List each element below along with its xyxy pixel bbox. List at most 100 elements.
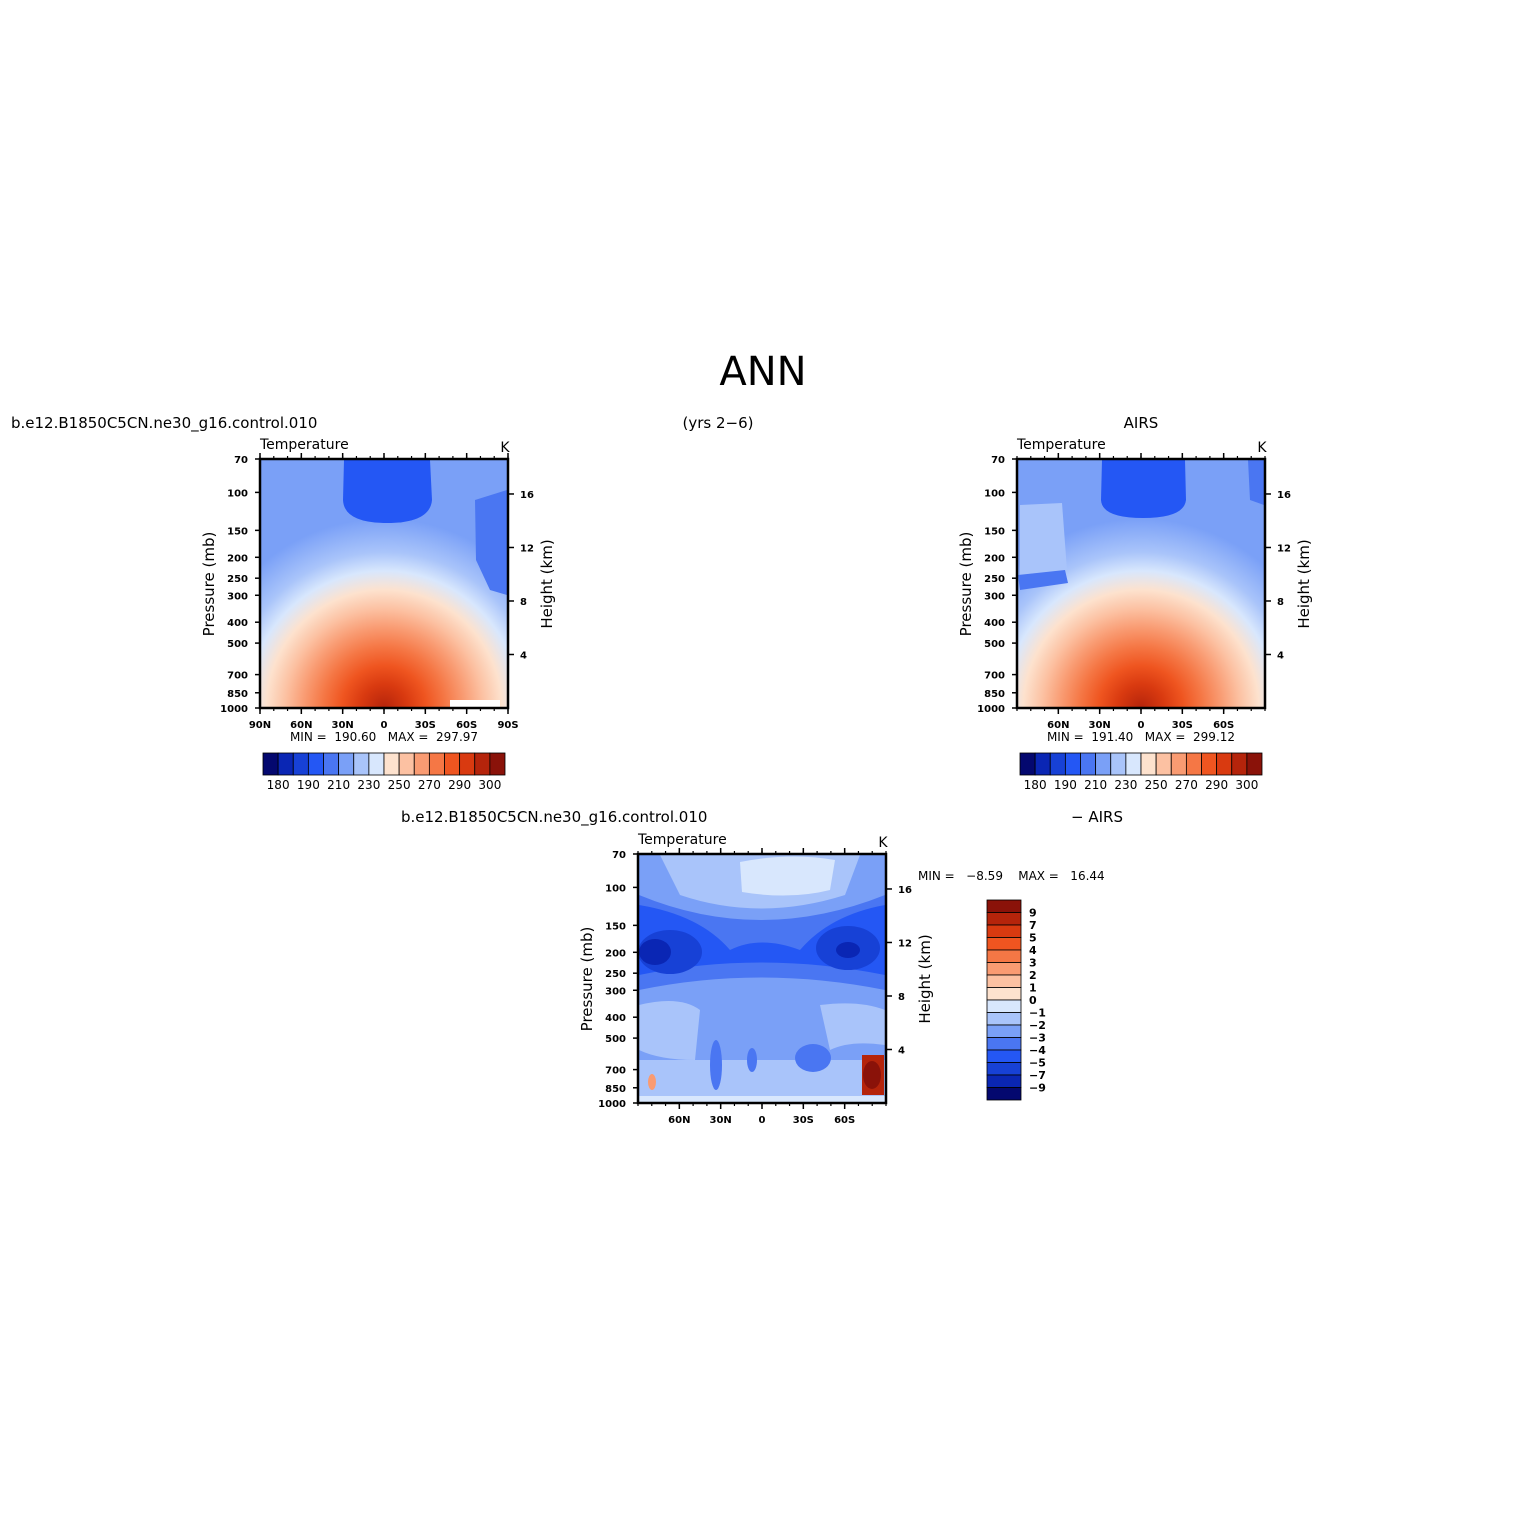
y-axis-label-right: Height (km): [538, 539, 556, 628]
colorbar-label: −1: [1029, 1007, 1046, 1020]
min-max-stats: MIN = 190.60 MAX = 297.97: [290, 730, 478, 744]
colorbar-swatch: [292, 752, 309, 776]
y-right-tick-label: 8: [1277, 597, 1284, 608]
y-tick-label: 850: [227, 689, 248, 700]
y-axis-label-right: Height (km): [1295, 539, 1313, 628]
colorbar-swatch: [986, 1049, 1022, 1063]
y-tick-label: 70: [612, 850, 626, 861]
colorbar-swatch: [986, 999, 1022, 1013]
colorbar-swatch: [459, 752, 476, 776]
y-tick-label: 100: [984, 488, 1005, 499]
y-axis-label: Pressure (mb): [957, 532, 975, 637]
colorbar-label: 300: [1235, 778, 1258, 792]
axes: 60N 30N 0 30S 60S 70 100 150 200 250 300 400 500 700 8…: [598, 848, 912, 1126]
y-tick-label: 500: [984, 639, 1005, 650]
y-axis-label-right: Height (km): [916, 934, 934, 1023]
colorbar-swatch: [986, 949, 1022, 963]
colorbar-label: −5: [1029, 1057, 1046, 1070]
colorbar-swatch: [1034, 752, 1051, 776]
colorbar-swatch: [1201, 752, 1218, 776]
colorbar-swatch: [398, 752, 415, 776]
y-tick-label: 300: [984, 591, 1005, 602]
y-tick-label: 400: [605, 1013, 626, 1024]
colorbar-swatch: [1080, 752, 1097, 776]
y-tick-label: 250: [605, 969, 626, 980]
colorbar-label: −7: [1029, 1069, 1046, 1082]
y-axis-label: Pressure (mb): [578, 927, 596, 1032]
colorbar-swatch: [383, 752, 400, 776]
x-tick-label: 60N: [668, 1115, 690, 1126]
axes: 60N 30N 0 30S 60S 70 100 150 200 250 300 400 500 700 8…: [977, 453, 1291, 731]
colorbar-swatch: [986, 1087, 1022, 1101]
panel-obs: Temperature K 60N 30N 0 30S 60S 70 100 150 200 25…: [957, 437, 1313, 792]
contour-field: [1017, 459, 1265, 708]
y-right-tick-label: 16: [898, 885, 912, 896]
y-right-tick-label: 4: [1277, 650, 1284, 661]
colorbar-swatch: [474, 752, 491, 776]
y-tick-label: 150: [605, 921, 626, 932]
colorbar-swatch: [428, 752, 445, 776]
x-tick-label: 30S: [793, 1115, 814, 1126]
colorbar-label: 7: [1029, 919, 1037, 932]
right-header: AIRS: [1124, 414, 1159, 432]
x-tick-label: 60S: [834, 1115, 855, 1126]
colorbar-swatch: [1019, 752, 1036, 776]
x-tick-label: 90N: [249, 720, 271, 731]
y-tick-label: 100: [227, 488, 248, 499]
colorbar-swatch: [489, 752, 506, 776]
colorbar-label: 210: [327, 778, 350, 792]
colorbar-swatch: [338, 752, 355, 776]
colorbar-label: 230: [357, 778, 380, 792]
x-tick-label: 60N: [1047, 720, 1069, 731]
y-tick-label: 150: [227, 526, 248, 537]
y-tick-label: 1000: [220, 704, 248, 715]
colorbar-swatch: [368, 752, 385, 776]
min-max-stats: MIN = −8.59 MAX = 16.44: [918, 869, 1105, 883]
y-tick-label: 700: [984, 671, 1005, 682]
y-tick-label: 500: [605, 1034, 626, 1045]
panel-model: Temperature K 90N 60N 30N 0 30S 60S 90S 70 100 15…: [200, 437, 556, 792]
colorbar-swatch: [986, 962, 1022, 976]
colorbar-swatch: [444, 752, 461, 776]
y-tick-label: 700: [227, 671, 248, 682]
colorbar-swatch: [986, 1012, 1022, 1026]
x-tick-label: 0: [381, 720, 388, 731]
y-tick-label: 100: [605, 883, 626, 894]
colorbar-swatch: [1155, 752, 1172, 776]
colorbar-swatch: [1064, 752, 1081, 776]
y-tick-label: 300: [605, 986, 626, 997]
x-tick-label: 30N: [1089, 720, 1111, 731]
colorbar-swatch: [986, 1024, 1022, 1038]
colorbar-label: 250: [1145, 778, 1168, 792]
colorbar-swatch: [307, 752, 324, 776]
x-tick-label: 60S: [1213, 720, 1234, 731]
colorbar-swatch: [413, 752, 430, 776]
colorbar-label: 4: [1029, 944, 1037, 957]
y-tick-label: 250: [984, 574, 1005, 585]
colorbar-swatch: [262, 752, 279, 776]
y-tick-label: 400: [227, 618, 248, 629]
y-tick-label: 150: [984, 526, 1005, 537]
y-tick-label: 70: [234, 455, 248, 466]
y-right-tick-label: 16: [520, 490, 534, 501]
colorbar-label: 270: [1175, 778, 1198, 792]
y-tick-label: 700: [605, 1066, 626, 1077]
x-tick-label: 0: [759, 1115, 766, 1126]
bottom-header-left: b.e12.B1850C5CN.ne30_g16.control.010: [401, 808, 707, 827]
left-header: b.e12.B1850C5CN.ne30_g16.control.010: [11, 414, 317, 433]
y-right-tick-label: 4: [898, 1045, 905, 1056]
colorbar-label: 180: [267, 778, 290, 792]
y-tick-label: 850: [984, 689, 1005, 700]
colorbar-label: 180: [1024, 778, 1047, 792]
colorbar-swatch: [1185, 752, 1202, 776]
colorbar-swatch: [1140, 752, 1157, 776]
y-tick-label: 500: [227, 639, 248, 650]
colorbar-swatch: [986, 912, 1022, 926]
colorbar-swatch: [1095, 752, 1112, 776]
colorbar-label: −3: [1029, 1032, 1046, 1045]
y-tick-label: 1000: [598, 1099, 626, 1110]
y-right-tick-label: 12: [520, 543, 534, 554]
colorbar-swatch: [1231, 752, 1248, 776]
y-tick-label: 200: [227, 553, 248, 564]
